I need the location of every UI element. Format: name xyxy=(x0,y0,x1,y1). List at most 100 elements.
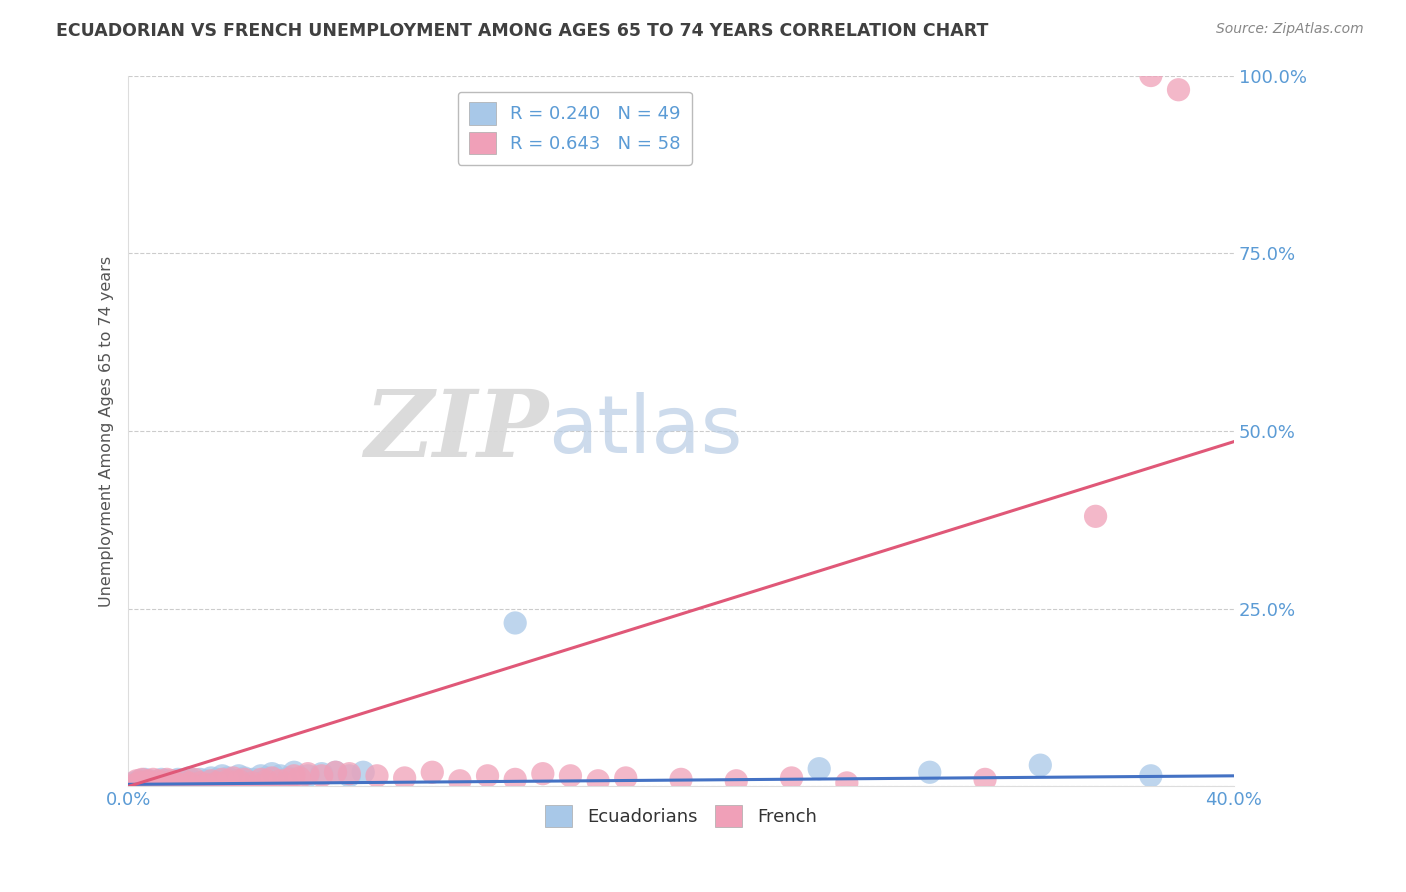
Point xyxy=(125,773,148,788)
Point xyxy=(139,776,162,790)
Point xyxy=(1084,509,1107,524)
Point xyxy=(180,773,202,788)
Point xyxy=(159,777,181,791)
Point xyxy=(277,771,299,785)
Text: ZIP: ZIP xyxy=(364,386,548,476)
Point xyxy=(242,772,264,787)
Text: atlas: atlas xyxy=(548,392,742,470)
Point xyxy=(420,765,443,780)
Point xyxy=(167,777,190,791)
Point xyxy=(233,771,256,785)
Point xyxy=(194,777,217,791)
Point xyxy=(250,769,273,783)
Point xyxy=(228,769,250,783)
Point xyxy=(139,773,162,788)
Point xyxy=(974,772,997,787)
Point xyxy=(142,772,165,787)
Point xyxy=(1140,769,1163,783)
Point xyxy=(297,769,319,783)
Point xyxy=(531,766,554,780)
Text: Source: ZipAtlas.com: Source: ZipAtlas.com xyxy=(1216,22,1364,37)
Point xyxy=(222,771,245,785)
Point xyxy=(503,772,526,787)
Point xyxy=(131,772,153,787)
Point xyxy=(394,771,416,785)
Point xyxy=(283,769,305,783)
Point xyxy=(918,765,941,780)
Point xyxy=(1140,69,1163,83)
Point xyxy=(311,766,333,780)
Point xyxy=(194,773,217,788)
Legend: Ecuadorians, French: Ecuadorians, French xyxy=(538,797,824,834)
Point xyxy=(297,766,319,780)
Point xyxy=(352,765,374,780)
Point xyxy=(186,776,208,790)
Point xyxy=(148,773,170,788)
Point xyxy=(233,772,256,787)
Point xyxy=(260,766,283,780)
Point xyxy=(174,777,197,791)
Point xyxy=(256,773,278,788)
Point xyxy=(150,772,173,787)
Point xyxy=(162,776,184,790)
Point xyxy=(1167,83,1189,97)
Point xyxy=(145,778,167,792)
Point xyxy=(366,769,388,783)
Point xyxy=(188,776,211,790)
Point xyxy=(337,766,360,780)
Point xyxy=(269,773,291,788)
Point xyxy=(560,769,582,783)
Point xyxy=(162,773,184,788)
Point xyxy=(449,773,471,788)
Point xyxy=(269,769,291,783)
Point xyxy=(177,776,200,790)
Point xyxy=(217,771,239,785)
Point xyxy=(134,777,156,791)
Point xyxy=(228,773,250,788)
Point xyxy=(142,777,165,791)
Point xyxy=(242,776,264,790)
Point xyxy=(669,772,692,787)
Point xyxy=(586,773,609,788)
Point xyxy=(217,773,239,788)
Point xyxy=(173,773,195,788)
Point xyxy=(222,773,245,788)
Point xyxy=(256,771,278,785)
Point xyxy=(311,769,333,783)
Point xyxy=(325,765,347,780)
Point xyxy=(725,773,748,788)
Point xyxy=(128,776,150,790)
Point xyxy=(205,776,228,790)
Point xyxy=(260,771,283,785)
Point xyxy=(477,769,499,783)
Point xyxy=(167,772,190,787)
Text: ECUADORIAN VS FRENCH UNEMPLOYMENT AMONG AGES 65 TO 74 YEARS CORRELATION CHART: ECUADORIAN VS FRENCH UNEMPLOYMENT AMONG … xyxy=(56,22,988,40)
Point xyxy=(277,772,299,787)
Point xyxy=(614,771,637,785)
Point xyxy=(211,772,233,787)
Point xyxy=(131,777,153,791)
Point xyxy=(136,773,159,788)
Point xyxy=(134,772,156,787)
Point xyxy=(835,776,858,790)
Point xyxy=(283,765,305,780)
Point xyxy=(170,776,193,790)
Point xyxy=(128,773,150,788)
Point xyxy=(503,615,526,630)
Point xyxy=(808,762,831,776)
Point xyxy=(1029,758,1052,772)
Point xyxy=(136,776,159,790)
Y-axis label: Unemployment Among Ages 65 to 74 years: Unemployment Among Ages 65 to 74 years xyxy=(100,255,114,607)
Point xyxy=(337,769,360,783)
Point xyxy=(205,772,228,787)
Point xyxy=(288,771,311,785)
Point xyxy=(125,778,148,792)
Point xyxy=(188,772,211,787)
Point xyxy=(148,778,170,792)
Point xyxy=(250,772,273,787)
Point xyxy=(780,771,803,785)
Point xyxy=(122,776,145,790)
Point xyxy=(165,773,187,788)
Point xyxy=(159,776,181,790)
Point xyxy=(145,776,167,790)
